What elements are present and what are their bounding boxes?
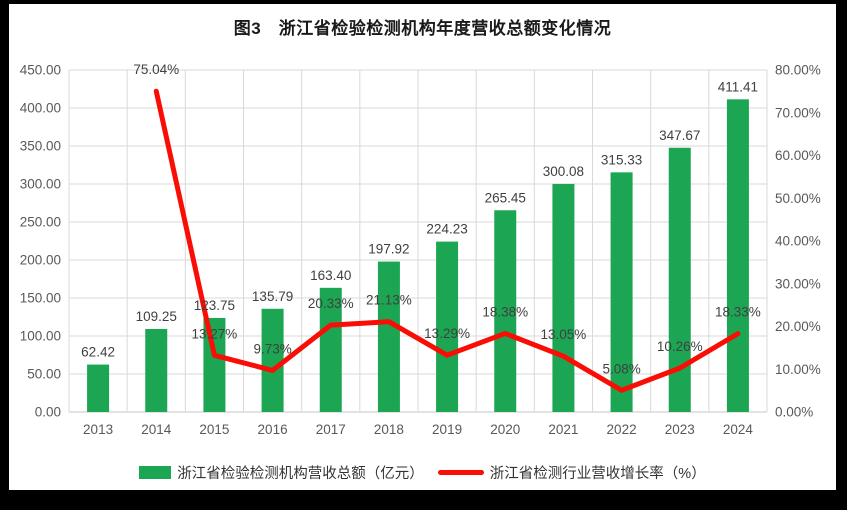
left-axis-tick-450.00: 450.00 (20, 63, 61, 78)
left-axis-tick-400.00: 400.00 (20, 101, 61, 116)
left-axis-tick-150.00: 150.00 (20, 291, 61, 306)
left-axis-tick-100.00: 100.00 (20, 329, 61, 344)
line-label-2018: 21.13% (366, 293, 412, 308)
legend-item-line-series: 浙江省检测行业营收增长率（%） (437, 462, 706, 483)
line-label-2023: 10.26% (657, 339, 703, 354)
line-label-2014: 75.04% (133, 62, 179, 77)
bar-2024 (726, 99, 749, 412)
category-label-2014: 2014 (141, 422, 172, 437)
category-label-2024: 2024 (723, 422, 754, 437)
bar-label-2020: 265.45 (485, 190, 526, 205)
left-axis-tick-200.00: 200.00 (20, 253, 61, 268)
right-axis-tick-40.00%: 40.00% (775, 234, 821, 249)
category-label-2019: 2019 (432, 422, 462, 437)
bar-2022 (610, 172, 633, 412)
bar-label-2024: 411.41 (718, 79, 758, 94)
growth-rate-line (153, 88, 741, 393)
bar-label-2022: 315.33 (601, 152, 642, 167)
legend-bar-label: 浙江省检验检测机构营收总额（亿元） (177, 466, 424, 482)
line-label-2021: 13.05% (541, 327, 587, 342)
line-label-2020: 18.38% (482, 304, 528, 319)
legend-item-bar-series: 浙江省检验检测机构营收总额（亿元） (139, 462, 424, 483)
line-label-2024: 18.33% (715, 305, 761, 320)
bar-label-2019: 224.23 (426, 222, 467, 237)
bar-label-2013: 62.42 (81, 345, 115, 360)
bar-label-2018: 197.92 (368, 242, 409, 257)
bar-2014 (145, 328, 168, 412)
bar-2017 (319, 287, 342, 412)
line-label-2015: 13.27% (192, 326, 238, 341)
right-axis-tick-80.00%: 80.00% (775, 63, 821, 78)
category-label-2022: 2022 (607, 422, 637, 437)
right-axis-tick-60.00%: 60.00% (775, 148, 821, 163)
chart-panel: 图3 浙江省检验检测机构年度营收总额变化情况 0.00 50.00 100.00 15… (9, 4, 836, 490)
bar-label-2023: 347.67 (659, 128, 700, 143)
category-label-2015: 2015 (199, 422, 229, 437)
category-label-2013: 2013 (83, 422, 113, 437)
left-axis-tick-250.00: 250.00 (20, 215, 61, 230)
category-label-2017: 2017 (316, 422, 346, 437)
bar-2018 (377, 261, 400, 412)
legend-line-swatch-icon (437, 470, 484, 475)
bar-2020 (494, 210, 517, 412)
right-axis-tick-10.00%: 10.00% (775, 362, 821, 377)
legend-line-label: 浙江省检测行业营收增长率（%） (489, 466, 706, 482)
bar-2013 (87, 364, 110, 412)
line-label-2019: 13.29% (424, 326, 470, 341)
bar-label-2014: 109.25 (136, 309, 177, 324)
right-axis-tick-30.00%: 30.00% (775, 276, 821, 291)
left-axis-tick-0.00: 0.00 (35, 405, 61, 420)
bar-label-2021: 300.08 (543, 164, 584, 179)
right-axis-tick-20.00%: 20.00% (775, 319, 821, 334)
category-label-2023: 2023 (665, 422, 695, 437)
bar-2023 (668, 147, 691, 412)
right-axis-tick-0.00%: 0.00% (775, 405, 813, 420)
bar-2021 (552, 183, 575, 412)
legend-bar-swatch-icon (139, 466, 172, 479)
left-axis-tick-50.00: 50.00 (27, 367, 61, 382)
bar-label-2017: 163.40 (310, 268, 351, 283)
left-axis-tick-350.00: 350.00 (20, 139, 61, 154)
chart-legend: 浙江省检验检测机构营收总额（亿元） 浙江省检测行业营收增长率（%） (9, 462, 836, 483)
category-label-2016: 2016 (258, 422, 288, 437)
line-label-2016: 9.73% (253, 341, 291, 356)
category-label-2020: 2020 (490, 422, 520, 437)
right-axis-tick-70.00%: 70.00% (775, 105, 821, 120)
bar-2019 (436, 241, 459, 412)
chart-svg: 0.00 50.00 100.00 150.00 200.00 250.00 300.00 3… (20, 62, 821, 437)
category-label-2018: 2018 (374, 422, 404, 437)
line-label-2017: 20.33% (308, 296, 354, 311)
bar-label-2015: 123.75 (194, 298, 235, 313)
line-label-2022: 5.08% (602, 361, 640, 376)
left-axis-tick-300.00: 300.00 (20, 177, 61, 192)
bar-label-2016: 135.79 (252, 289, 293, 304)
category-label-2021: 2021 (548, 422, 578, 437)
bar-2016 (261, 308, 284, 412)
right-axis-tick-50.00%: 50.00% (775, 191, 821, 206)
chart-title: 图3 浙江省检验检测机构年度营收总额变化情况 (233, 19, 612, 38)
